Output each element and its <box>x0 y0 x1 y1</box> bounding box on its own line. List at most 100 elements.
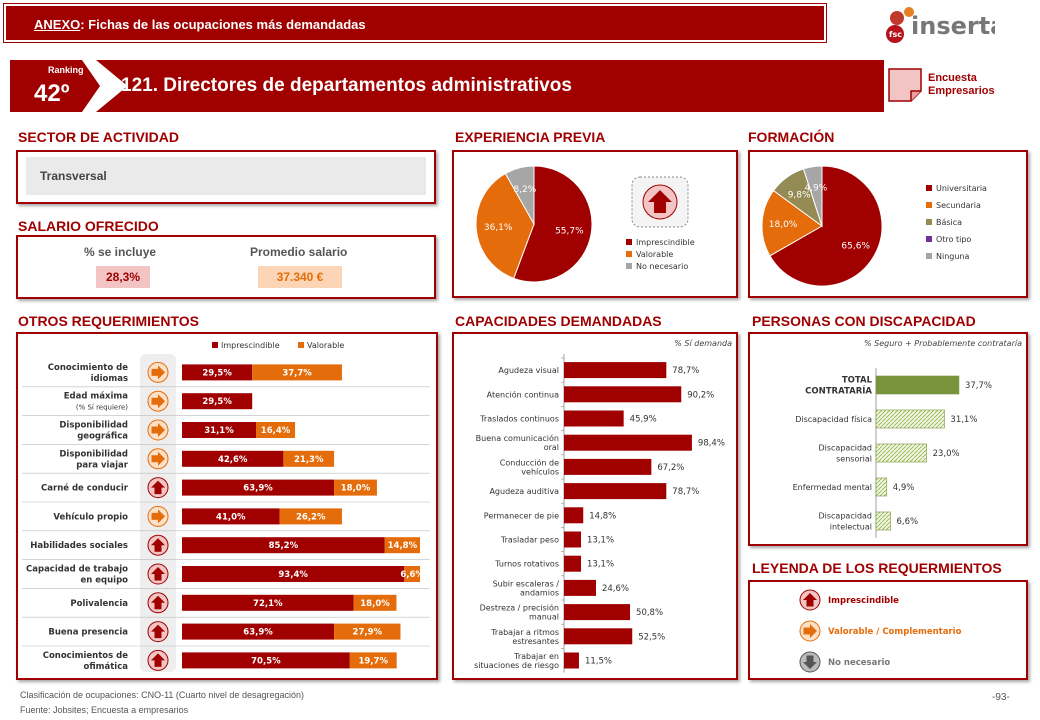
bar-valorable <box>279 508 342 525</box>
row-label: Traslados continuos <box>479 415 559 424</box>
legend-label-1: Valorable <box>636 250 673 259</box>
legend-label-2: No necesario <box>636 262 688 271</box>
header-title-bold: ANEXO <box>34 17 81 32</box>
experiencia-imprescindible-icon <box>642 184 678 220</box>
right-arrow-icon <box>151 394 165 409</box>
legend-label-valorable: Valorable <box>307 341 344 350</box>
bar-label-valorable: 14,8% <box>388 541 418 551</box>
ranking-value: 42º <box>34 80 70 107</box>
bar-valorable <box>334 479 377 496</box>
encuesta-line1: Encuesta <box>928 72 977 84</box>
bar-value: 31,1% <box>950 415 977 425</box>
footer-line2: Fuente: Jobsites; Encuesta a empresarios <box>20 705 189 715</box>
row-label: ofimática <box>84 662 129 672</box>
bar <box>564 386 682 403</box>
encuesta-text: Encuesta Empresarios <box>928 72 995 98</box>
row-label: geográfica <box>77 432 128 442</box>
row-label: Habilidades sociales <box>30 541 128 551</box>
experiencia-card: 55,7% 36,1% 8,2% Imprescindible Valorable No … <box>452 150 738 298</box>
pie-slice-2 <box>504 165 535 226</box>
bar-label-imprescindible: 29,5% <box>202 397 232 407</box>
bar-label-imprescindible: 70,5% <box>251 656 281 666</box>
sector-value: Transversal <box>40 169 107 183</box>
bar <box>564 507 584 524</box>
pie-slice-0 <box>513 165 593 283</box>
bar-valorable <box>256 422 296 438</box>
bar-valorable <box>384 537 420 554</box>
bar-imprescindible <box>182 652 350 669</box>
up-arrow-icon <box>151 567 165 581</box>
row-label: Discapacidad física <box>795 415 872 424</box>
row-icon <box>147 505 169 527</box>
up-arrow-icon <box>151 480 165 495</box>
row-label: TOTAL <box>842 376 873 386</box>
experiencia-pie-chart: 55,7% 36,1% 8,2% Imprescindible Valorable No … <box>475 165 695 283</box>
bar-label-valorable: 18,0% <box>341 484 371 494</box>
bar-valorable <box>404 566 420 582</box>
fsc-inserta-logo: fsc inserta <box>885 4 1006 48</box>
logo-inserta: inserta <box>911 12 995 40</box>
capacidades-card: % Sí demanda Agudeza visual 78,7% Atención … <box>452 332 738 680</box>
bar-value: 98,4% <box>698 439 725 449</box>
down-arrow-icon <box>803 655 817 669</box>
row-icon <box>147 477 169 499</box>
right-arrow-icon <box>151 365 165 380</box>
row-label: vehículos <box>521 467 559 476</box>
row-label: Buena presencia <box>48 628 128 638</box>
sector-card: Transversal <box>16 150 436 204</box>
encuesta-line2: Empresarios <box>928 85 995 97</box>
row-label: Conocimiento de <box>48 363 128 373</box>
legend-item-label: No necesario <box>828 658 890 668</box>
bar-label-imprescindible: 29,5% <box>202 368 232 378</box>
bar <box>564 434 692 451</box>
bar <box>564 483 667 500</box>
up-arrow-icon <box>151 538 165 552</box>
formacion-pie-chart: 65,6% 18,0% 9,8%4,9% Universitaria Secundari… <box>761 165 987 287</box>
row-label: para viajar <box>76 460 129 470</box>
row-icon <box>147 419 169 441</box>
row-icon <box>147 563 169 585</box>
legend-label-imprescindible: Imprescindible <box>221 341 280 350</box>
pie-label-0: 55,7% <box>555 226 584 236</box>
salario-percent: 28,3% <box>96 266 150 288</box>
bar-imprescindible <box>182 393 253 410</box>
bar-label-imprescindible: 93,4% <box>278 570 308 580</box>
formacion-title: FORMACIÓN <box>748 129 835 145</box>
bar-value: 11,5% <box>585 657 612 667</box>
legend-swatch-0 <box>926 185 932 191</box>
bar-imprescindible <box>182 422 257 438</box>
pie-label-1: 18,0% <box>769 220 798 230</box>
row-label: Conducción de <box>500 457 559 467</box>
bar-imprescindible <box>182 364 253 381</box>
bar-imprescindible <box>182 566 405 582</box>
up-arrow-icon <box>648 190 672 214</box>
bar-label-imprescindible: 41,0% <box>216 512 246 522</box>
row-label: Trabajar a ritmos <box>490 628 559 637</box>
bar <box>875 443 927 463</box>
leyenda-card: Imprescindible Valorable / Complementario… <box>748 580 1028 680</box>
bar-value: 37,7% <box>965 381 992 391</box>
row-icon <box>147 621 169 643</box>
discapacidad-bar-chart: % Seguro + Probablemente contrataría TOTA… <box>793 339 1022 538</box>
bar-label-imprescindible: 72,1% <box>253 599 283 609</box>
bar-label-valorable: 27,9% <box>353 628 383 638</box>
encuesta-icon <box>886 66 924 104</box>
row-icon <box>147 592 169 614</box>
bar <box>564 555 582 572</box>
bar-valorable <box>252 364 342 381</box>
header-bar: ANEXO: Fichas de las ocupaciones más dem… <box>3 3 827 43</box>
bar-value: 45,9% <box>630 415 657 425</box>
row-label: Vehículo propio <box>53 512 128 522</box>
bar <box>564 628 633 645</box>
pie-slice-4 <box>802 165 823 227</box>
bar <box>564 531 582 548</box>
otros-card: Imprescindible Valorable Conocimiento de id… <box>16 332 438 680</box>
up-arrow-icon <box>151 653 165 667</box>
bar <box>875 409 945 429</box>
bar <box>564 410 624 427</box>
bar-value: 52,5% <box>638 632 665 642</box>
row-label: (% Sí requiere) <box>76 404 128 412</box>
experiencia-title: EXPERIENCIA PREVIA <box>455 129 606 145</box>
bar-label-valorable: 19,7% <box>358 656 388 666</box>
bar-label-valorable: 21,3% <box>294 455 324 465</box>
